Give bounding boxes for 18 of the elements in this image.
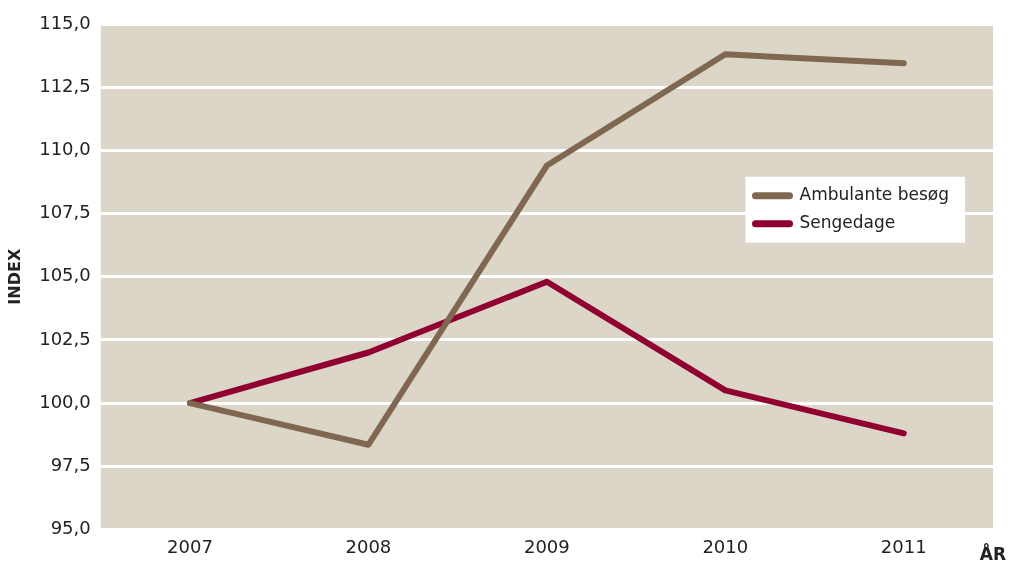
y-tick-label: 105,0 <box>39 264 91 286</box>
x-tick-label: 2009 <box>523 535 570 557</box>
y-tick-label: 115,0 <box>39 11 91 33</box>
y-tick-label: 107,5 <box>39 201 91 223</box>
y-tick-label: 110,0 <box>39 138 91 160</box>
x-tick-label: 2008 <box>345 535 392 557</box>
y-tick-label: 102,5 <box>39 327 91 349</box>
y-tick-label: 100,0 <box>39 390 91 412</box>
x-tick-label: 2011 <box>880 535 927 557</box>
y-tick-label: 97,5 <box>50 453 91 475</box>
y-tick-label: 95,0 <box>50 517 91 539</box>
legend-label: Sengedage <box>799 212 896 233</box>
x-tick-label: 2007 <box>167 535 213 557</box>
x-axis-title: ÅR <box>979 542 1006 565</box>
x-tick-label: 2010 <box>702 535 749 557</box>
legend-label: Ambulante besøg <box>799 184 949 205</box>
y-axis-title: INDEX <box>4 248 24 305</box>
y-tick-label: 112,5 <box>39 74 91 96</box>
